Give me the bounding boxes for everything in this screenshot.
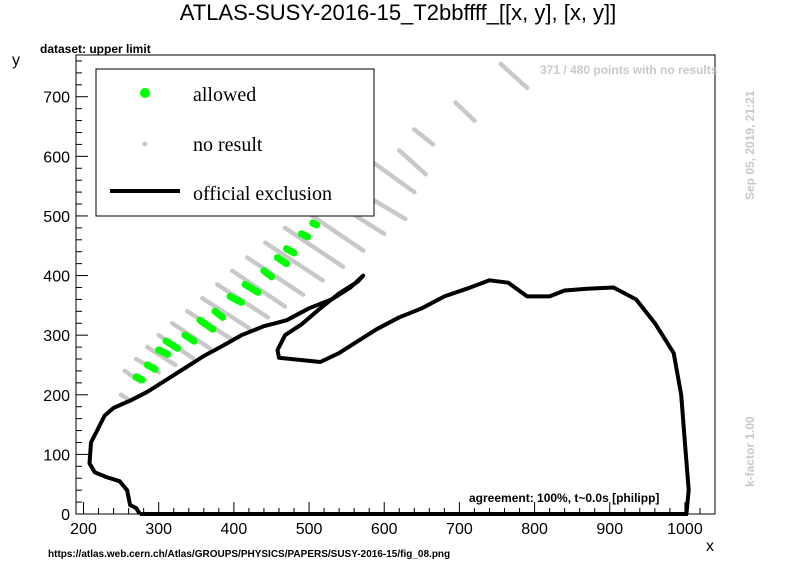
y-tick-label: 0 bbox=[61, 507, 70, 524]
no-result-point bbox=[381, 231, 387, 237]
allowed-point bbox=[303, 233, 312, 241]
no-result-point bbox=[190, 355, 195, 361]
y-tick-label: 500 bbox=[43, 209, 70, 226]
legend-allowed-marker bbox=[140, 88, 150, 98]
no-result-point bbox=[423, 171, 428, 177]
allowed-point bbox=[190, 337, 198, 345]
tick-labels: 200 300 400 500 600 700 800 900 1000 0 100 200 300 40… bbox=[43, 90, 703, 538]
no-result-point bbox=[402, 216, 408, 222]
legend-no-result-marker bbox=[142, 141, 148, 147]
no-result-point bbox=[411, 189, 417, 195]
x-tick-label: 300 bbox=[145, 521, 172, 538]
x-tick-label: 900 bbox=[596, 521, 623, 538]
no-result-point bbox=[320, 278, 325, 283]
no-result-point bbox=[265, 314, 271, 320]
y-tick-label: 400 bbox=[43, 269, 70, 286]
legend-allowed-label: allowed bbox=[193, 84, 256, 106]
x-axis-label: x bbox=[706, 538, 714, 555]
x-tick-label: 700 bbox=[446, 521, 473, 538]
allowed-point bbox=[254, 288, 262, 296]
y-tick-label: 300 bbox=[43, 328, 70, 345]
chart-title: ATLAS-SUSY-2016-15_T2bbffff_[[x, y], [x,… bbox=[179, 0, 617, 25]
y-tick-label: 100 bbox=[43, 447, 70, 464]
no-result-point bbox=[430, 142, 436, 147]
x-tick-label: 1000 bbox=[667, 521, 703, 538]
stats-label: 371 / 480 points with no results bbox=[540, 63, 718, 77]
agreement-label: agreement: 100%, t~0.0s [philipp] bbox=[469, 491, 660, 505]
allowed-point bbox=[173, 344, 182, 352]
no-result-point bbox=[246, 325, 252, 331]
y-tick-label: 700 bbox=[43, 90, 70, 107]
no-result-point bbox=[472, 118, 477, 123]
allowed-point bbox=[312, 221, 321, 229]
allowed-point bbox=[209, 325, 217, 333]
dataset-label: dataset: upper limit bbox=[40, 42, 151, 56]
official-exclusion-series bbox=[87, 273, 691, 516]
x-tick-label: 800 bbox=[521, 521, 548, 538]
no-result-point bbox=[360, 248, 366, 253]
allowed-point bbox=[282, 260, 291, 268]
allowed-point bbox=[218, 313, 227, 321]
no-result-point bbox=[524, 85, 530, 91]
timestamp-label: Sep 05, 2019, 21:21 bbox=[743, 90, 757, 200]
x-tick-label: 500 bbox=[296, 521, 323, 538]
no-result-point bbox=[207, 345, 213, 351]
legend-no-result-label: no result bbox=[193, 134, 263, 156]
x-tick-label: 400 bbox=[221, 521, 248, 538]
y-tick-label: 200 bbox=[43, 388, 70, 405]
allowed-point bbox=[138, 376, 146, 384]
official-exclusion-line bbox=[87, 273, 691, 516]
allowed-point bbox=[151, 365, 159, 373]
kfactor-label: k-factor 1.00 bbox=[743, 416, 757, 487]
x-tick-label: 200 bbox=[70, 521, 97, 538]
allowed-series bbox=[132, 219, 321, 384]
allowed-point bbox=[164, 350, 172, 358]
no-result-point bbox=[172, 362, 178, 368]
no-result-point bbox=[340, 264, 346, 269]
y-tick-label: 600 bbox=[43, 149, 70, 166]
allowed-point bbox=[290, 249, 298, 257]
allowed-point bbox=[267, 273, 276, 281]
x-tick-label: 600 bbox=[371, 521, 398, 538]
no-result-point bbox=[300, 292, 306, 297]
allowed-point bbox=[237, 298, 245, 306]
source-url: https://atlas.web.cern.ch/Atlas/GROUPS/P… bbox=[48, 549, 451, 560]
y-axis-label: y bbox=[12, 52, 20, 69]
legend: allowed no result official exclusion bbox=[95, 68, 375, 217]
legend-exclusion-label: official exclusion bbox=[193, 183, 332, 205]
no-result-point bbox=[282, 304, 288, 309]
